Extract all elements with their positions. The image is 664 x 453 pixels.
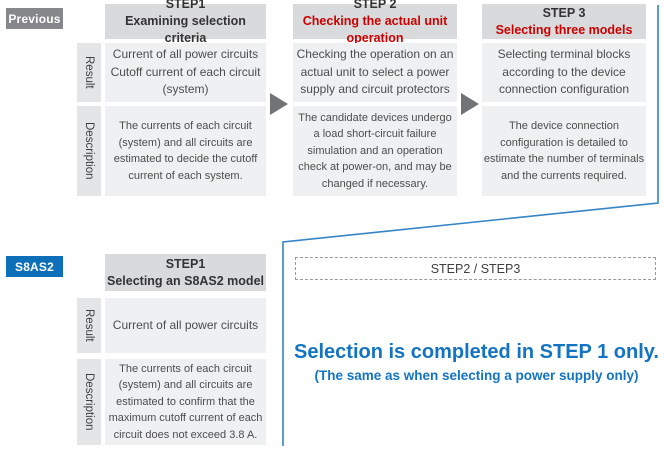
previous-step1-title: STEP1	[165, 0, 206, 12]
previous-step2-description: The candidate devices undergo a load sho…	[293, 106, 457, 196]
previous-step3-description: The device connection configuration is d…	[482, 106, 646, 196]
previous-step2-title: STEP 2	[353, 0, 397, 12]
previous-step2-result: Checking the operation on an actual unit…	[293, 43, 457, 102]
previous-step3-title: STEP 3	[542, 5, 586, 20]
previous-description-row-label: Description	[77, 106, 101, 196]
previous-step1-description: The currents of each circuit (system) an…	[105, 106, 266, 196]
previous-step2-subtitle: Checking the actual unit operation	[302, 14, 448, 45]
s8as2-step1-title: STEP1	[165, 256, 206, 271]
s8as2-section-tag: S8AS2	[6, 256, 63, 277]
previous-step1-result: Current of all power circuits Cutoff cur…	[105, 43, 266, 102]
previous-step3-subtitle: Selecting three models	[495, 22, 633, 37]
previous-step3-result: Selecting terminal blocks according to t…	[482, 43, 646, 102]
step1-to-step2-arrow-icon	[270, 93, 288, 115]
previous-step3-header: STEP 3 Selecting three models	[482, 4, 646, 39]
s8as2-result-row-label: Result	[77, 298, 101, 353]
merged-step2-step3-box: STEP2 / STEP3	[295, 257, 656, 280]
s8as2-step1-result: Current of all power circuits	[105, 298, 266, 353]
previous-section-tag: Previous	[6, 8, 63, 29]
s8as2-step1-description: The currents of each circuit (system) an…	[105, 359, 266, 445]
subheadline-text: (The same as when selecting a power supp…	[314, 368, 639, 383]
headline-text: Selection is completed in STEP 1 only.	[294, 341, 659, 363]
previous-step1-header: STEP1 Examining selection criteria	[105, 0, 266, 45]
previous-result-row-label: Result	[77, 43, 101, 102]
s8as2-step1-subtitle: Selecting an S8AS2 model	[107, 273, 264, 288]
s8as2-step1-header: STEP1 Selecting an S8AS2 model	[105, 254, 266, 291]
s8as2-description-row-label: Description	[77, 359, 101, 445]
step2-to-step3-arrow-icon	[461, 93, 479, 115]
headline-block: Selection is completed in STEP 1 only. (…	[293, 339, 660, 383]
previous-step2-header: STEP 2 Checking the actual unit operatio…	[293, 0, 457, 45]
previous-step1-subtitle: Examining selection criteria	[125, 14, 246, 45]
